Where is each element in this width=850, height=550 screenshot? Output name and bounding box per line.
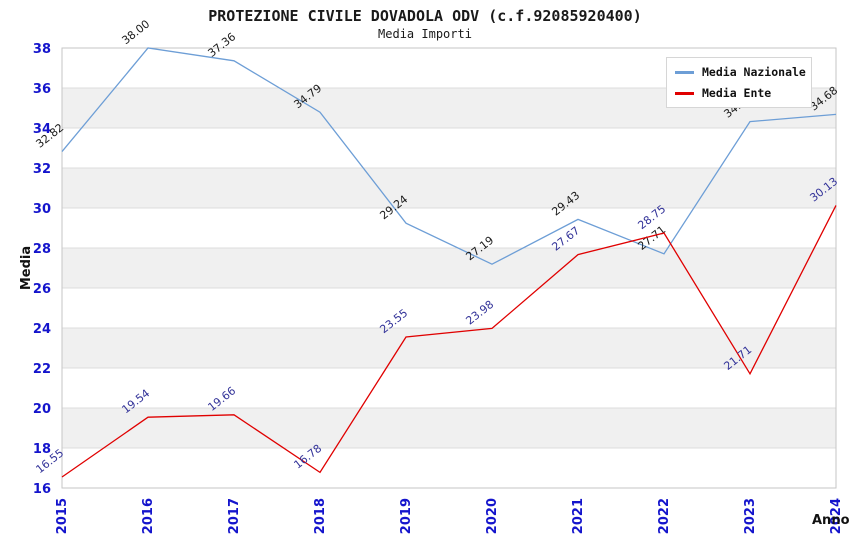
y-tick-label: 38 [33, 42, 51, 57]
plot-border [61, 47, 837, 489]
legend-swatch-ente-icon [675, 91, 694, 95]
y-tick-label: 22 [33, 362, 51, 377]
series-line-ente [61, 205, 837, 478]
data-label: 23.98 [463, 298, 496, 328]
grid-band [62, 248, 836, 288]
legend-item-media-nazionale: Media Nazionale [675, 65, 806, 79]
x-tick-label: 2023 [743, 498, 758, 534]
y-tick-label: 24 [33, 322, 51, 337]
x-tick-label: 2020 [485, 498, 500, 534]
grid-band [62, 408, 836, 448]
x-tick-label: 2015 [55, 498, 70, 534]
x-tick-label: 2024 [829, 498, 844, 534]
x-tick-label: 2018 [313, 498, 328, 534]
x-tick-label: 2021 [571, 498, 586, 534]
x-axis-label: Anno [812, 513, 850, 528]
legend: Media Nazionale Media Ente [666, 57, 812, 108]
data-label: 37.36 [205, 30, 238, 60]
legend-swatch-nazionale-icon [675, 70, 694, 74]
series-line-nazionale [61, 47, 837, 265]
chart-title: PROTEZIONE CIVILE DOVADOLA ODV (c.f.9208… [208, 7, 642, 25]
y-tick-label: 28 [33, 242, 51, 257]
legend-label-ente: Media Ente [702, 86, 772, 100]
chart-subtitle: Media Importi [378, 27, 472, 41]
y-tick-label: 16 [33, 482, 51, 497]
y-tick-label: 34 [33, 122, 51, 137]
y-tick-label: 30 [33, 202, 51, 217]
data-label: 38.00 [119, 17, 152, 47]
grid-band [62, 168, 836, 208]
y-tick-label: 18 [33, 442, 51, 457]
legend-label-nazionale: Media Nazionale [702, 65, 806, 79]
y-tick-label: 20 [33, 402, 51, 417]
y-tick-label: 26 [33, 282, 51, 297]
x-tick-label: 2017 [227, 498, 242, 534]
grid-band [62, 328, 836, 368]
x-tick-label: 2022 [657, 498, 672, 534]
x-tick-label: 2016 [141, 498, 156, 534]
y-tick-label: 36 [33, 82, 51, 97]
y-axis-label: Media [19, 246, 34, 290]
y-tick-label: 32 [33, 162, 51, 177]
legend-item-media-ente: Media Ente [675, 86, 803, 100]
x-tick-label: 2019 [399, 498, 414, 534]
